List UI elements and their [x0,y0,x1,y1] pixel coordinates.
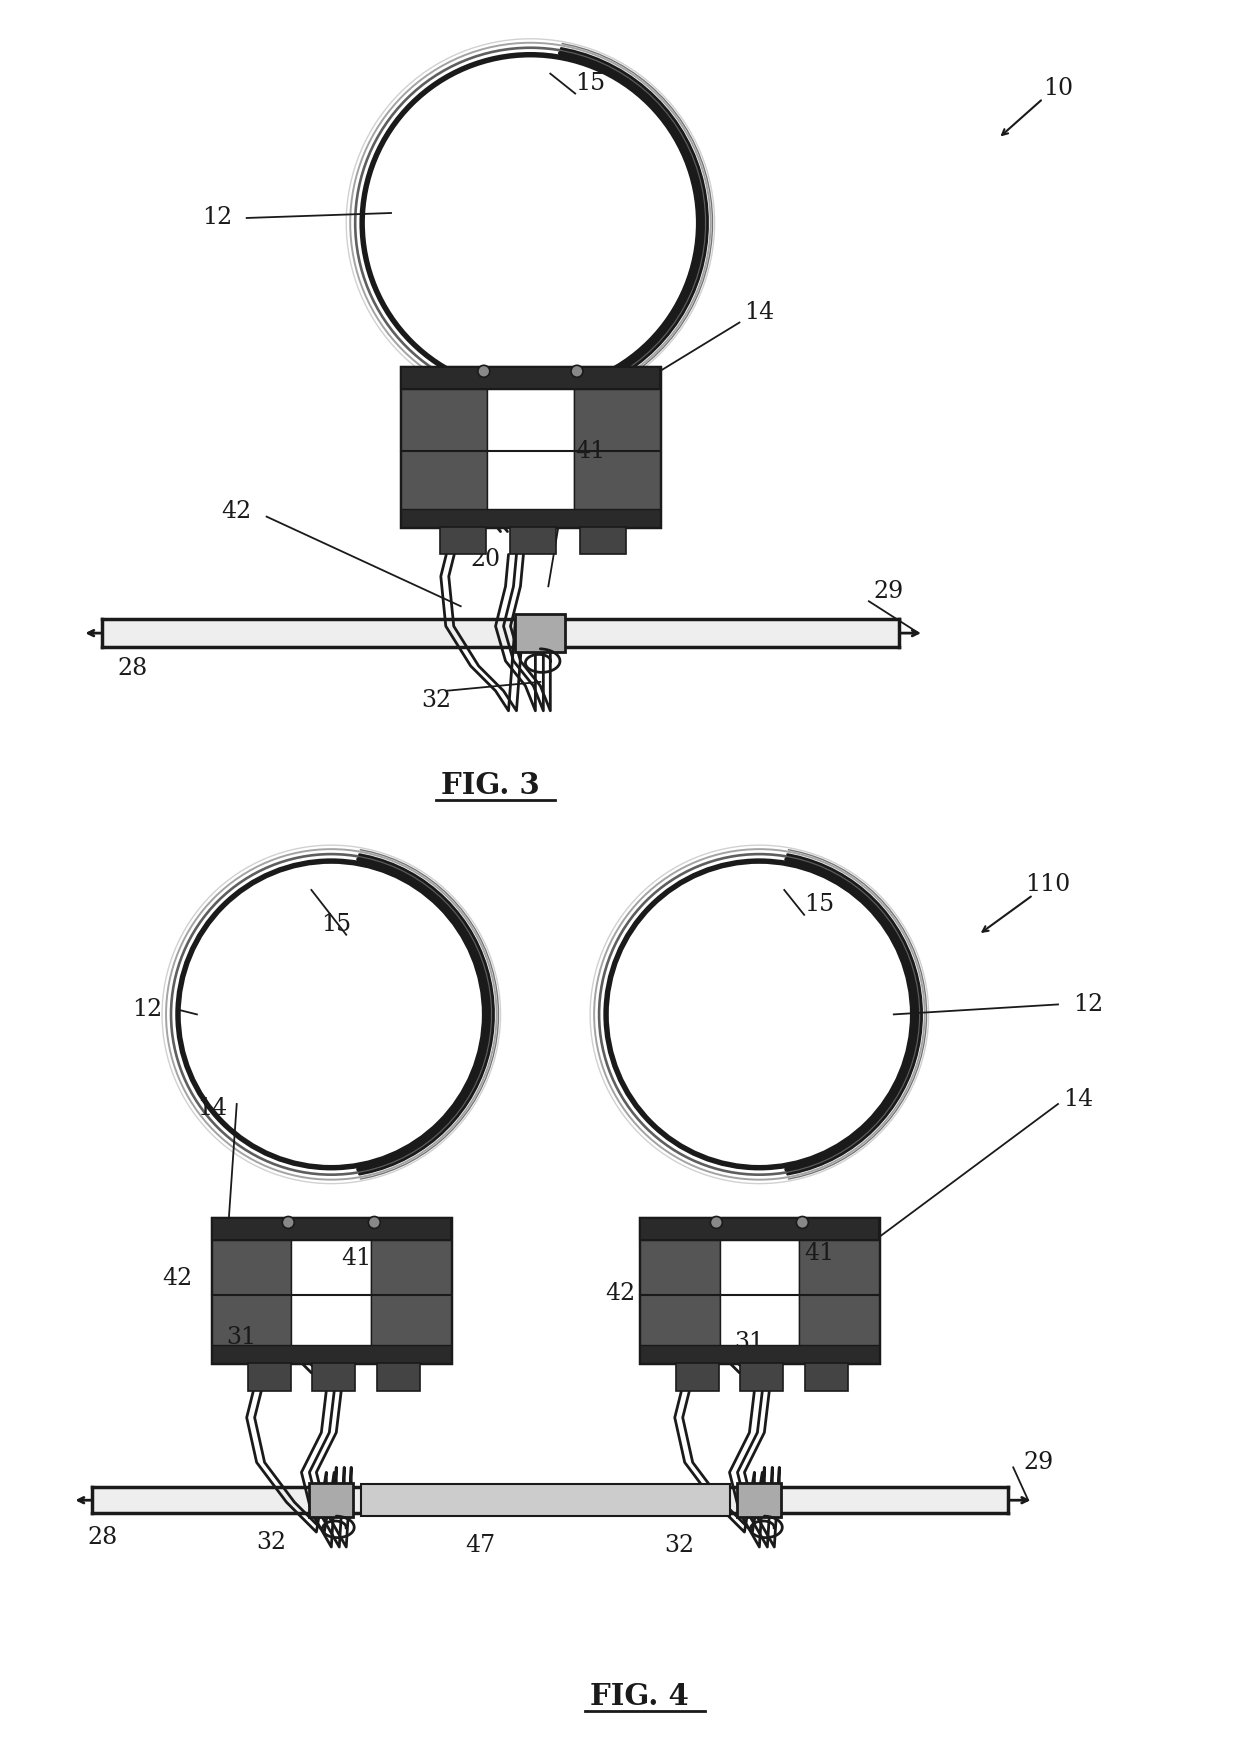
Circle shape [368,1217,381,1228]
Bar [574,389,660,526]
Circle shape [477,366,490,376]
Bar [579,526,626,554]
Text: 14: 14 [197,1098,227,1120]
Text: 42: 42 [162,1266,192,1289]
Text: 12: 12 [202,206,232,229]
Text: 15: 15 [804,894,835,916]
Bar [401,508,660,526]
Bar [212,1346,451,1363]
Bar [640,1240,719,1363]
Text: 31: 31 [227,1326,257,1349]
Bar [401,368,660,526]
Bar [377,1363,419,1391]
Bar [800,1240,879,1363]
Text: 15: 15 [575,72,605,95]
Text: 20: 20 [818,1351,849,1374]
Bar [212,1219,451,1240]
Bar [640,1346,879,1363]
Bar [740,1363,784,1391]
Text: 42: 42 [605,1282,635,1305]
Bar [487,389,574,526]
Bar [291,1240,371,1363]
Bar [103,619,899,647]
Bar [676,1363,719,1391]
Circle shape [796,1217,808,1228]
Text: 20: 20 [316,1351,346,1374]
Text: 32: 32 [665,1534,694,1557]
Bar [516,614,565,653]
Bar [401,368,660,389]
Circle shape [711,1217,723,1228]
Bar [310,1483,353,1516]
Text: 31: 31 [734,1332,765,1354]
Text: 32: 32 [257,1530,286,1553]
Bar [510,526,557,554]
Text: FIG. 4: FIG. 4 [590,1682,689,1712]
Bar [719,1240,800,1363]
Text: 110: 110 [1025,874,1070,897]
Text: 14: 14 [1063,1087,1094,1110]
Bar [212,1219,451,1363]
Text: 12: 12 [131,997,162,1020]
Bar [440,526,486,554]
Bar [248,1363,290,1391]
Bar [640,1219,879,1240]
Bar [640,1219,879,1363]
Circle shape [283,1217,294,1228]
Bar [738,1483,781,1516]
Bar [212,1240,291,1363]
Bar [371,1240,451,1363]
Text: 12: 12 [1073,992,1104,1017]
Text: 29: 29 [874,580,904,603]
Text: 31: 31 [440,510,471,533]
Text: 10: 10 [1043,77,1073,100]
Text: 47: 47 [465,1534,496,1557]
Circle shape [572,366,583,376]
Text: 28: 28 [87,1525,118,1548]
Text: 41: 41 [575,440,605,463]
Text: 41: 41 [804,1242,835,1265]
Bar [805,1363,848,1391]
Text: 41: 41 [341,1247,371,1270]
Text: 29: 29 [1023,1451,1053,1474]
Text: 32: 32 [420,690,451,712]
Bar [92,1488,1008,1513]
Text: FIG. 3: FIG. 3 [441,770,539,800]
Bar [361,1485,729,1516]
Text: 42: 42 [222,500,252,522]
Text: 14: 14 [744,301,775,324]
Text: 28: 28 [117,658,148,681]
Bar [401,389,487,526]
Text: 20: 20 [470,549,501,572]
Bar [312,1363,355,1391]
Text: 15: 15 [321,913,351,936]
